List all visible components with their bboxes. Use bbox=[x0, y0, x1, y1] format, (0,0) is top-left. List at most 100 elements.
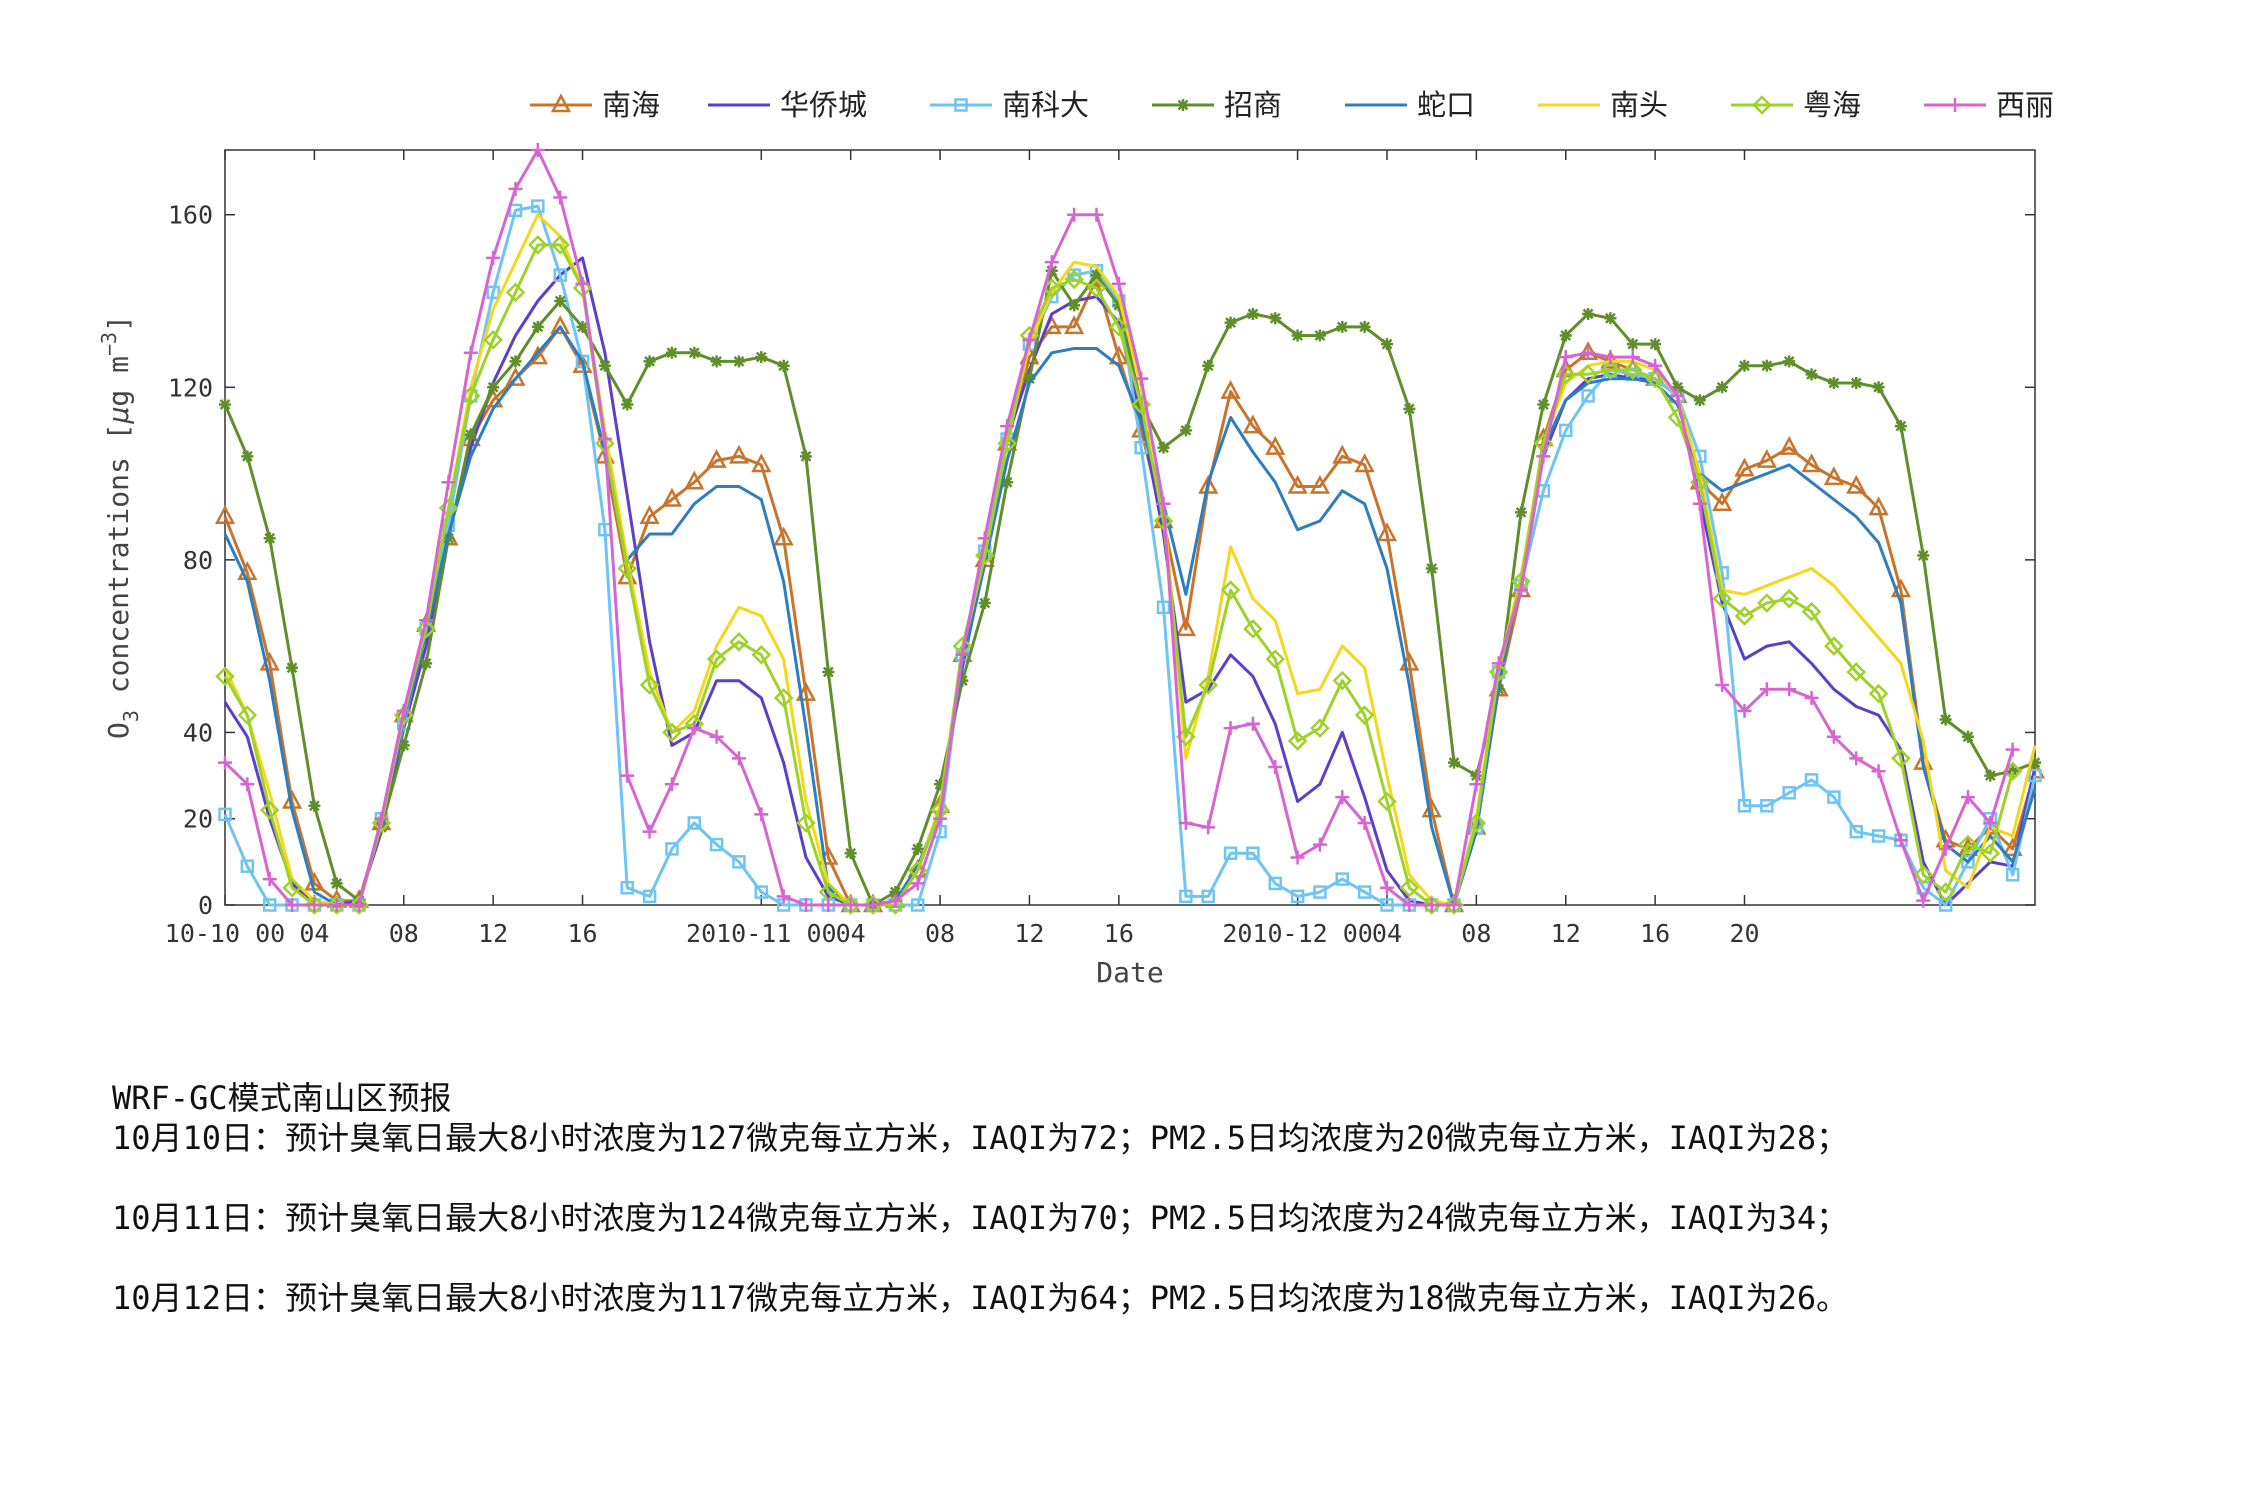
data-point bbox=[1827, 376, 1840, 389]
data-point bbox=[1444, 895, 1464, 915]
data-point bbox=[1779, 436, 1800, 455]
data-point bbox=[910, 876, 925, 891]
data-point bbox=[1712, 588, 1732, 609]
data-point bbox=[1309, 474, 1331, 494]
data-point bbox=[1245, 716, 1260, 731]
data-point bbox=[1336, 320, 1349, 333]
data-point bbox=[1470, 769, 1483, 782]
data-point bbox=[1734, 457, 1755, 477]
data-point bbox=[934, 778, 947, 791]
data-point bbox=[751, 453, 772, 473]
data-point bbox=[1581, 389, 1595, 403]
series-line bbox=[223, 243, 2015, 907]
data-point bbox=[509, 355, 522, 368]
data-point bbox=[1488, 662, 1509, 682]
x-tick-label: 08 bbox=[389, 919, 419, 948]
data-point bbox=[282, 877, 302, 898]
data-point bbox=[441, 475, 456, 490]
data-point bbox=[822, 666, 835, 679]
data-point bbox=[396, 703, 411, 718]
series-6 bbox=[223, 213, 2037, 907]
data-point bbox=[1290, 850, 1305, 865]
data-point bbox=[1693, 394, 1706, 407]
data-point bbox=[1850, 376, 1863, 389]
data-point bbox=[575, 276, 590, 291]
y-tick-label: 80 bbox=[183, 546, 213, 575]
data-point bbox=[1179, 424, 1192, 437]
data-point bbox=[1090, 269, 1103, 282]
data-point bbox=[371, 813, 392, 833]
data-point bbox=[530, 143, 545, 157]
data-point bbox=[709, 729, 724, 744]
data-point bbox=[219, 398, 231, 411]
data-point bbox=[240, 859, 255, 873]
data-point bbox=[218, 755, 232, 770]
data-point bbox=[1198, 474, 1219, 494]
data-point bbox=[553, 268, 567, 282]
data-point bbox=[2006, 765, 2019, 778]
data-point bbox=[1868, 496, 1889, 516]
data-point bbox=[1175, 617, 1196, 637]
series-line bbox=[223, 269, 2036, 907]
data-point bbox=[330, 877, 343, 890]
data-point bbox=[888, 893, 903, 908]
o3-line-chart: 南海 华侨城 南科大 招商 蛇口 南头 粤海 西丽 0 20 40 80 120 160 10-10 0… bbox=[97, 88, 2054, 989]
data-point bbox=[1779, 588, 1799, 609]
data-point bbox=[1354, 705, 1375, 725]
legend-item: 蛇口 bbox=[1345, 88, 1475, 122]
data-point bbox=[1961, 855, 1975, 869]
data-point bbox=[550, 93, 572, 113]
data-point bbox=[798, 898, 813, 912]
forecast-line-3: 10月12日：预计臭氧日最大8小时浓度为117微克每立方米，IAQI为64；PM… bbox=[112, 1279, 1849, 1317]
forecast-text: WRF-GC模式南山区预报 10月10日：预计臭氧日最大8小时浓度为127微克每… bbox=[112, 1078, 2212, 1318]
data-point bbox=[1871, 829, 1886, 843]
data-point bbox=[639, 505, 660, 524]
data-point bbox=[1783, 355, 1796, 368]
data-point bbox=[1670, 388, 1685, 403]
data-point bbox=[1824, 636, 1844, 656]
data-point bbox=[1357, 816, 1372, 831]
data-point bbox=[531, 320, 544, 333]
data-point bbox=[1112, 299, 1125, 312]
data-point bbox=[1223, 846, 1238, 860]
data-point bbox=[706, 448, 727, 468]
data-point bbox=[643, 355, 656, 368]
data-point bbox=[1536, 449, 1551, 464]
data-point bbox=[597, 432, 612, 447]
data-point bbox=[620, 880, 634, 895]
data-point bbox=[1582, 307, 1595, 320]
data-point bbox=[1377, 791, 1397, 812]
data-point bbox=[550, 235, 570, 255]
data-point bbox=[1559, 329, 1572, 342]
x-tick-label: 12 bbox=[1014, 919, 1044, 948]
data-point bbox=[1555, 364, 1576, 385]
data-point bbox=[1491, 656, 1506, 671]
data-point bbox=[1111, 276, 1126, 291]
data-point bbox=[664, 777, 679, 792]
data-point bbox=[420, 657, 433, 670]
data-point bbox=[1600, 360, 1621, 380]
data-point bbox=[1064, 315, 1085, 335]
data-point bbox=[1358, 320, 1371, 333]
y-tick-label: 20 bbox=[183, 805, 213, 834]
data-point bbox=[1156, 496, 1171, 511]
x-tick-label: 12 bbox=[478, 919, 508, 948]
data-point bbox=[617, 558, 637, 579]
data-point bbox=[1268, 876, 1282, 891]
data-point bbox=[1804, 690, 1819, 705]
data-point bbox=[799, 450, 812, 463]
data-point bbox=[1448, 756, 1461, 769]
data-point bbox=[1224, 316, 1237, 329]
data-point bbox=[1044, 255, 1059, 270]
series-line bbox=[223, 213, 2037, 907]
data-point bbox=[531, 199, 545, 213]
legend-label: 西丽 bbox=[1996, 88, 2054, 122]
data-point bbox=[1948, 98, 1962, 112]
data-point bbox=[1514, 583, 1529, 598]
data-point bbox=[304, 895, 325, 915]
data-point bbox=[732, 855, 746, 869]
data-point bbox=[461, 386, 481, 406]
data-point bbox=[528, 235, 548, 255]
data-point bbox=[2005, 742, 2020, 757]
data-point bbox=[2005, 868, 2020, 882]
